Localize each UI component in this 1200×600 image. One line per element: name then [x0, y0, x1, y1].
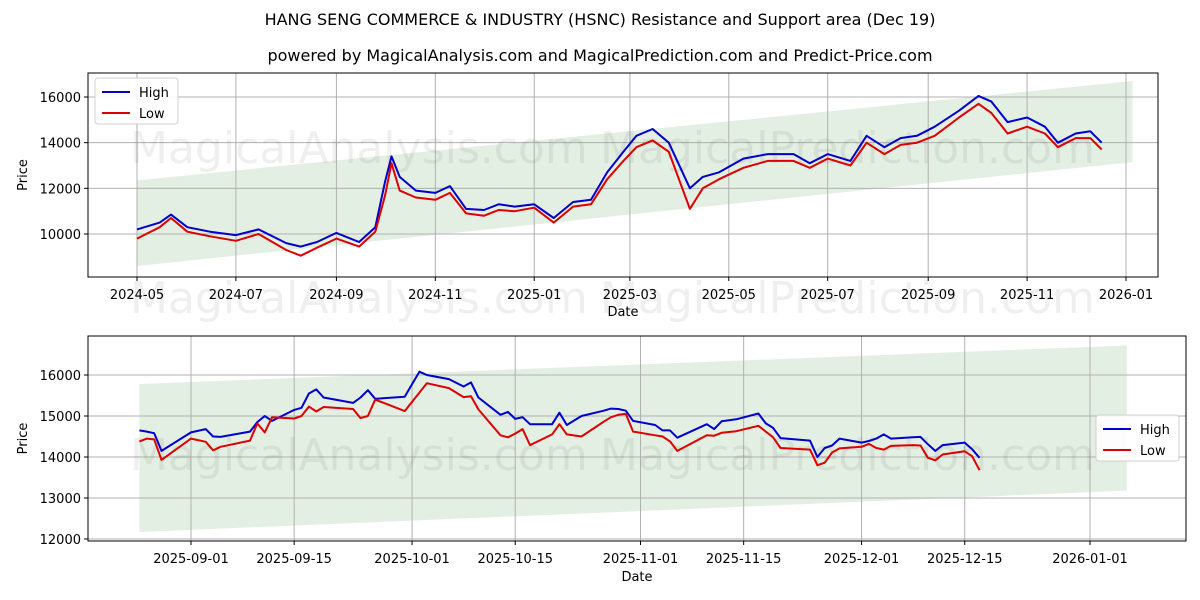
- support-resistance-band: [137, 81, 1133, 266]
- chart-title: HANG SENG COMMERCE & INDUSTRY (HSNC) Res…: [264, 10, 936, 29]
- x-tick-label: 2025-12-15: [927, 552, 1003, 567]
- x-axis-label: Date: [621, 570, 652, 585]
- watermark: MagicalPrediction.com: [600, 430, 1095, 481]
- y-tick-label: 15000: [40, 410, 81, 425]
- series-line-high: [136, 94, 1103, 248]
- x-tick-label: 2024-11: [408, 288, 462, 303]
- chart-panel-1: 2024-05 2024-07 2024-09 2024-11 2025-01 2025-…: [16, 72, 1159, 324]
- x-tick-label: 2026-01: [1099, 288, 1153, 303]
- x-tick-label: 2025-11-01: [603, 552, 679, 567]
- y-tick-label: 14000: [40, 137, 81, 152]
- x-tick-label: 2025-05: [702, 288, 756, 303]
- chart-subtitle: powered by MagicalAnalysis.com and Magic…: [267, 46, 933, 65]
- x-tick-label: 2025-03: [603, 288, 657, 303]
- y-axis-label: Price: [16, 159, 31, 191]
- watermark: MagicalAnalysis.com: [130, 273, 588, 324]
- support-resistance-band: [139, 345, 1127, 533]
- y-axis-label: Price: [16, 423, 31, 455]
- x-tick-label: 2024-05: [110, 288, 164, 303]
- x-tick-label: 2025-10-01: [374, 552, 450, 567]
- plot-frame: [87, 72, 1159, 278]
- x-tick-label: 2025-01: [507, 288, 561, 303]
- x-tick-label: 2025-09: [901, 288, 955, 303]
- x-tick-label: 2025-11: [1000, 288, 1054, 303]
- legend-label-high: High: [1140, 423, 1170, 438]
- x-tick-label: 2025-10-15: [477, 552, 553, 567]
- legend-label-high: High: [139, 86, 169, 101]
- watermark: MagicalAnalysis.com: [130, 123, 588, 174]
- plot-frame: [87, 335, 1187, 542]
- y-tick-label: 16000: [40, 91, 81, 106]
- series-line-low: [139, 382, 981, 471]
- series-line-low: [136, 102, 1103, 257]
- y-tick-label: 14000: [40, 451, 81, 466]
- legend-label-low: Low: [1140, 444, 1166, 459]
- x-tick-label: 2025-11-15: [706, 552, 782, 567]
- y-tick-label: 13000: [40, 492, 81, 507]
- chart-panel-2: 2025-09-01 2025-09-15 2025-10-01 2025-10-15…: [16, 335, 1187, 585]
- series-line-high: [139, 370, 981, 459]
- legend-label-low: Low: [139, 107, 165, 122]
- legend: High Low: [1095, 414, 1180, 462]
- x-tick-label: 2026-01-01: [1052, 552, 1128, 567]
- y-tick-label: 12000: [40, 182, 81, 197]
- x-tick-label: 2025-07: [801, 288, 855, 303]
- legend: High Low: [94, 77, 179, 125]
- x-axis-label: Date: [607, 305, 638, 320]
- y-tick-label: 12000: [40, 533, 81, 548]
- watermark: MagicalPrediction.com: [600, 273, 1095, 324]
- watermark: MagicalAnalysis.com: [130, 430, 588, 481]
- y-tick-label: 16000: [40, 369, 81, 384]
- x-tick-label: 2025-12-01: [824, 552, 900, 567]
- y-tick-label: 10000: [40, 228, 81, 243]
- x-tick-label: 2025-09-15: [256, 552, 332, 567]
- x-tick-label: 2024-09: [309, 288, 363, 303]
- x-tick-label: 2025-09-01: [153, 552, 229, 567]
- x-tick-label: 2024-07: [209, 288, 263, 303]
